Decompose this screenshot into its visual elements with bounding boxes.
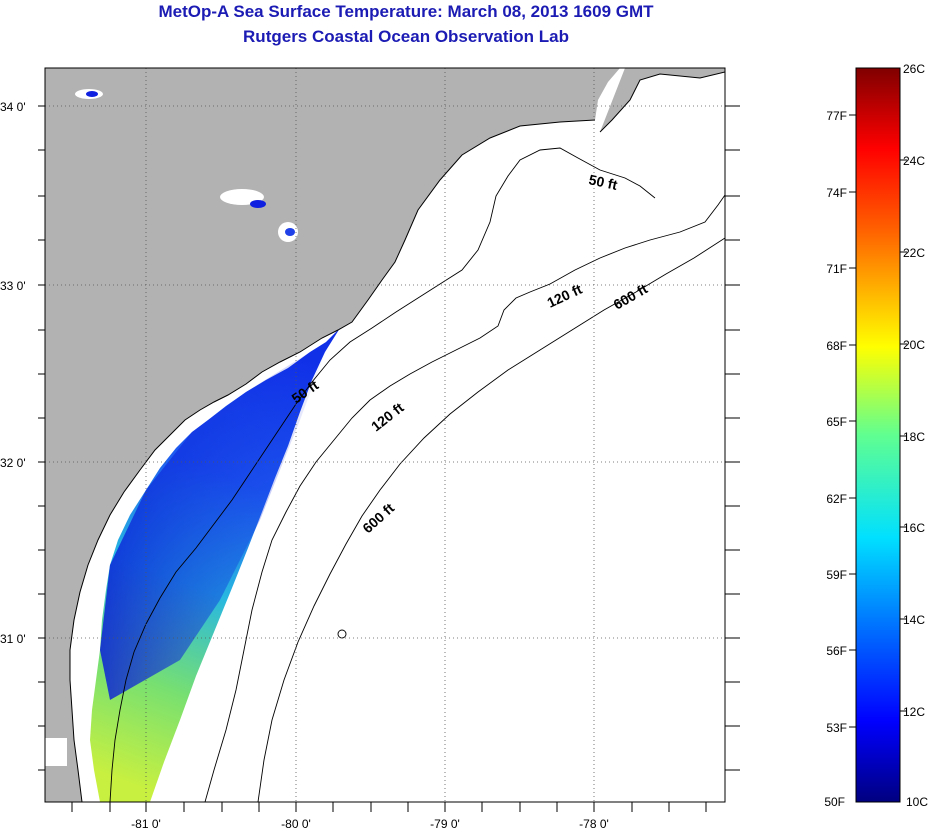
lake [45,738,67,766]
isobath-600ft [257,237,725,802]
lon-label: -80 0' [281,817,311,831]
map-frame [44,67,726,803]
celsius-label: 24C [903,154,925,168]
axis-ticks [38,105,740,812]
colorbar-celsius-labels: 26C 24C 22C 20C 18C 16C 14C 12C 10C [903,62,928,809]
fahrenheit-label: 71F [826,262,847,276]
map-grid [45,68,725,802]
coastline [69,119,596,802]
lon-label: -79 0' [430,817,460,831]
lat-label: 31 0' [0,632,26,646]
lake [86,91,98,97]
sst-nearshore [100,340,330,700]
celsius-label: 16C [903,521,925,535]
lon-label: -81 0' [131,817,161,831]
celsius-label: 26C [903,62,925,76]
celsius-label: 14C [903,613,925,627]
fahrenheit-label: 68F [826,339,847,353]
isobath-120ft [204,194,725,802]
lat-label: 32 0' [0,456,26,470]
fahrenheit-label: 50F [824,795,845,809]
map-subtitle: Rutgers Coastal Ocean Observation Lab [243,27,569,46]
celsius-label: 20C [903,338,925,352]
celsius-label: 22C [903,246,925,260]
colorbar-ticks [849,114,907,728]
lon-label: -78 0' [579,817,609,831]
isobath-50ft [109,147,656,802]
fahrenheit-label: 62F [826,492,847,506]
fahrenheit-label: 56F [826,644,847,658]
lat-label: 34 0' [0,100,26,114]
colorbar-fahrenheit-labels: 77F 74F 71F 68F 65F 62F 59F 56F 53F 50F [824,109,847,809]
fahrenheit-label: 65F [826,415,847,429]
fahrenheit-label: 77F [826,109,847,123]
lake [285,228,295,236]
fahrenheit-label: 59F [826,568,847,582]
land-area [45,68,620,802]
celsius-label: 18C [903,430,925,444]
contour-label: 50 ft [587,171,619,193]
colorbar [855,67,901,803]
lake [250,200,266,208]
coastline [599,71,725,133]
land-area [600,68,725,132]
fahrenheit-label: 53F [826,721,847,735]
fahrenheit-label: 74F [826,186,847,200]
celsius-label: 12C [903,705,925,719]
lat-label: 33 0' [0,279,26,293]
celsius-label: 10C [906,795,928,809]
map-title: MetOp-A Sea Surface Temperature: March 0… [158,2,654,21]
